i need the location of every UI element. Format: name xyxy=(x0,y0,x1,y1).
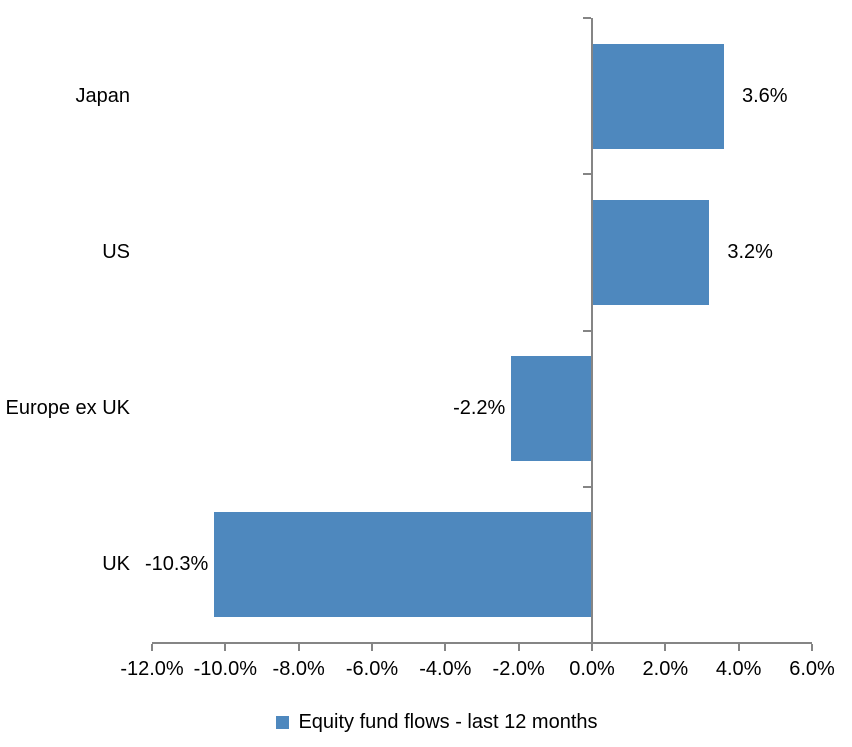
category-axis-tick xyxy=(583,17,591,19)
x-axis-tick xyxy=(371,644,373,651)
x-axis-tick xyxy=(517,644,520,651)
x-axis-tick xyxy=(151,644,153,651)
legend-swatch-icon xyxy=(276,715,290,729)
category-label: UK xyxy=(102,553,130,576)
x-axis-tick xyxy=(591,644,593,651)
category-label: Japan xyxy=(75,84,131,107)
bar xyxy=(511,356,591,462)
category-axis-tick xyxy=(583,173,591,176)
x-tick-label: 6.0% xyxy=(789,658,835,680)
x-tick-label: -8.0% xyxy=(272,658,325,680)
bar-data-label: 3.2% xyxy=(727,240,773,263)
x-tick-label: -6.0% xyxy=(345,658,399,680)
x-tick-label: -10.0% xyxy=(193,658,258,680)
category-label: Europe ex UK xyxy=(5,397,130,420)
bar xyxy=(214,512,591,618)
x-axis-tick xyxy=(444,644,447,651)
bar-data-label: -10.3% xyxy=(144,553,209,576)
zero-axis-line xyxy=(591,18,593,643)
bar xyxy=(593,43,724,149)
x-tick-label: 2.0% xyxy=(642,658,689,680)
legend: Equity fund flows - last 12 months xyxy=(0,709,852,735)
x-tick-label: -2.0% xyxy=(492,658,545,680)
x-axis-tick xyxy=(664,644,667,651)
x-axis-tick xyxy=(737,644,740,651)
x-axis-tick xyxy=(297,644,300,651)
bar-data-label: 3.6% xyxy=(742,84,788,107)
bar-data-label: -2.2% xyxy=(453,397,506,420)
x-axis-tick xyxy=(224,644,227,651)
x-tick-label: 4.0% xyxy=(715,658,762,680)
x-axis-line xyxy=(152,642,812,644)
x-axis-tick xyxy=(811,644,813,651)
x-tick-label: -4.0% xyxy=(419,658,472,680)
category-axis-tick xyxy=(583,329,591,332)
legend-label: Equity fund flows - last 12 months xyxy=(298,710,598,733)
category-label: US xyxy=(102,240,130,263)
bar xyxy=(593,199,710,305)
category-axis-tick xyxy=(583,485,591,488)
x-tick-label: 0.0% xyxy=(569,658,615,680)
x-tick-label: -12.0% xyxy=(120,658,184,680)
